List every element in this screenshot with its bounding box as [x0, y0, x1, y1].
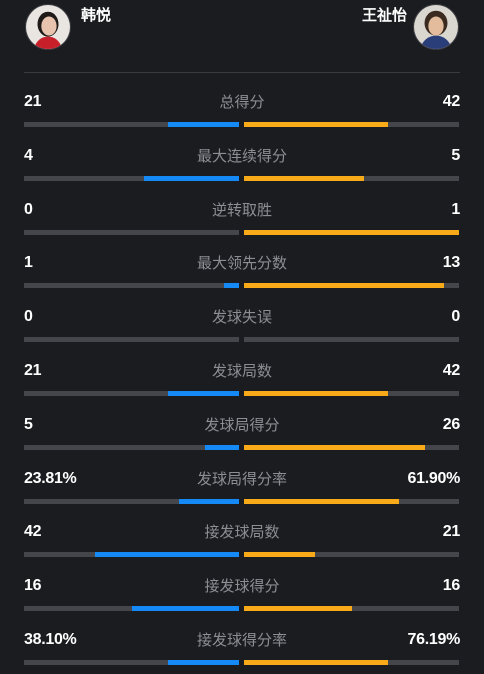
stat-left-value: 1: [24, 254, 33, 272]
stat-left-bar: [24, 229, 239, 235]
stat-right-value: 0: [451, 308, 460, 326]
stat-left-value: 21: [24, 361, 42, 379]
stat-left-bar: [24, 337, 239, 343]
stat-right-bar-fill: [244, 606, 352, 612]
stat-row: 16 接发球得分 16: [0, 560, 484, 614]
stat-row: 23.81% 发球局得分率 61.90%: [0, 453, 484, 507]
stat-left-bar-fill: [204, 444, 239, 450]
stat-label: 发球局得分: [204, 415, 280, 434]
stat-left-bar-fill: [168, 122, 239, 127]
player-photo-icon: [26, 5, 70, 49]
stat-right-value: 13: [442, 254, 461, 272]
stat-row: 21 发球局数 42: [0, 345, 484, 399]
stat-left-value: 16: [24, 577, 42, 595]
stat-left-value: 21: [24, 93, 42, 110]
player-right-avatar[interactable]: [413, 4, 459, 50]
stat-row: 1 最大领先分数 13: [0, 237, 484, 291]
stat-left-bar-fill: [144, 175, 239, 181]
stat-right-bar: [244, 659, 459, 665]
stat-right-bar-fill: [244, 390, 389, 396]
stat-right-value: 42: [442, 93, 461, 110]
stat-label: 最大领先分数: [196, 254, 287, 273]
stat-left-bar-fill: [178, 498, 239, 504]
stat-right-bar-fill: [244, 122, 389, 127]
stat-label: 接发球得分: [204, 577, 280, 596]
stat-row: 0 发球失误 0: [0, 291, 484, 345]
player-left-avatar[interactable]: [25, 4, 71, 50]
stat-right-bar: [244, 606, 459, 612]
stat-left-bar: [24, 390, 239, 396]
match-header: 韩悦 王祉怡: [0, 0, 484, 74]
player-right-name: 王祉怡: [361, 6, 407, 24]
stat-right-bar-fill: [244, 552, 315, 558]
stat-left-bar: [24, 283, 239, 289]
stat-left-value: 38.10%: [24, 630, 77, 648]
stat-left-bar-fill: [223, 283, 239, 289]
stat-right-bar-fill: [244, 498, 399, 504]
stat-right-bar-fill: [244, 444, 425, 450]
stat-right-bar: [244, 390, 459, 396]
stat-row: 0 逆转取胜 1: [0, 184, 484, 238]
stat-left-bar: [24, 498, 239, 504]
header-divider: [24, 72, 460, 73]
stat-label: 接发球得分率: [196, 630, 287, 649]
stat-right-value: 76.19%: [407, 630, 461, 648]
stat-left-bar: [24, 444, 239, 450]
stat-row: 38.10% 接发球得分率 76.19%: [0, 614, 484, 668]
stat-right-value: 16: [442, 577, 461, 595]
stat-right-value: 1: [451, 200, 460, 218]
stat-row: 42 接发球局数 21: [0, 506, 484, 560]
stat-label: 发球局得分率: [196, 469, 287, 488]
stat-left-value: 0: [24, 308, 33, 326]
stat-right-bar-fill: [244, 175, 365, 181]
stat-right-value: 26: [442, 415, 461, 433]
stat-right-bar: [244, 552, 459, 558]
stat-right-value: 61.90%: [407, 469, 461, 487]
stat-left-value: 23.81%: [24, 469, 77, 487]
stat-left-value: 4: [24, 146, 33, 164]
stat-right-bar-fill: [244, 659, 389, 665]
stat-left-bar-fill: [168, 659, 239, 665]
stat-right-bar: [244, 337, 459, 343]
stat-label: 接发球局数: [204, 523, 280, 542]
stat-left-value: 0: [24, 200, 33, 218]
stat-right-bar: [244, 283, 459, 289]
stat-row: 5 发球局得分 26: [0, 399, 484, 453]
stats-list: 21 总得分 42 4 最大连续得分 5 0 逆转取胜 1: [0, 76, 484, 668]
stat-label: 发球失误: [211, 308, 272, 327]
player-photo-icon: [414, 5, 458, 49]
stat-label: 最大连续得分: [196, 146, 287, 165]
stat-right-bar: [244, 122, 459, 127]
stat-left-bar-fill: [131, 606, 239, 612]
stat-right-value: 42: [442, 361, 461, 379]
stat-left-value: 5: [24, 415, 33, 433]
stat-row: 21 总得分 42: [0, 76, 484, 130]
stat-label: 发球局数: [211, 361, 272, 380]
stat-right-bar-fill: [244, 229, 459, 235]
stat-right-value: 5: [451, 146, 460, 164]
stat-right-bar: [244, 175, 459, 181]
stat-right-bar-fill: [244, 283, 444, 289]
stat-left-value: 42: [24, 523, 42, 541]
stat-right-value: 21: [442, 523, 461, 541]
stat-left-bar: [24, 552, 239, 558]
stat-label: 总得分: [219, 93, 265, 111]
stat-label: 逆转取胜: [211, 200, 272, 219]
stat-right-bar: [244, 498, 459, 504]
stat-left-bar-fill: [94, 552, 239, 558]
stat-left-bar: [24, 659, 239, 665]
stat-left-bar: [24, 606, 239, 612]
stat-left-bar: [24, 175, 239, 181]
stat-right-bar: [244, 444, 459, 450]
stat-left-bar: [24, 122, 239, 127]
player-left-name: 韩悦: [81, 6, 112, 24]
stat-left-bar-fill: [168, 390, 239, 396]
stat-right-bar: [244, 229, 459, 235]
stat-row: 4 最大连续得分 5: [0, 130, 484, 184]
